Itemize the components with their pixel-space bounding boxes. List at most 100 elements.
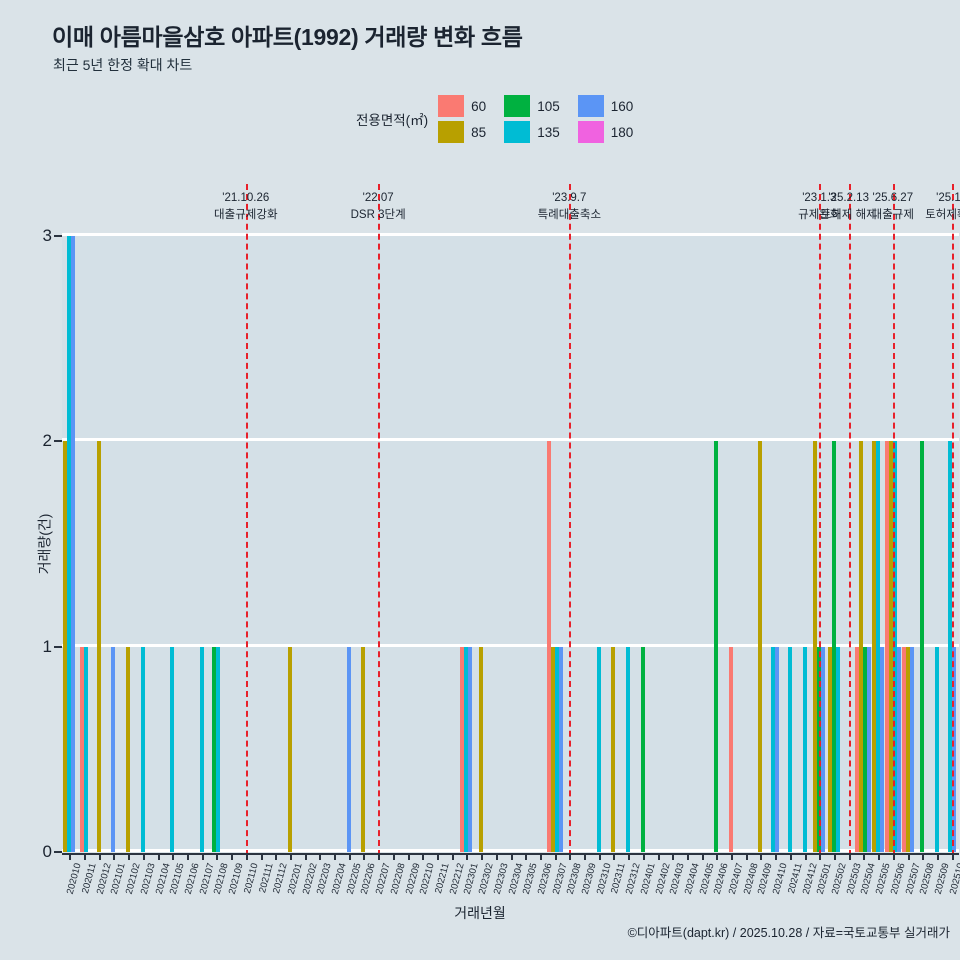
bar-202107-135[interactable] bbox=[199, 646, 204, 852]
bar-202205-160[interactable] bbox=[346, 646, 351, 852]
x-tick-mark-202406 bbox=[716, 853, 719, 860]
x-tick-mark-202312 bbox=[628, 853, 631, 860]
bar-202010-160[interactable] bbox=[71, 236, 76, 852]
event-annotation-4: '25.2.13 토허제 해제 bbox=[821, 190, 877, 223]
bar-202506-85[interactable] bbox=[888, 441, 893, 852]
bar-202502-105[interactable] bbox=[832, 441, 836, 852]
x-tick-mark-202402 bbox=[657, 853, 660, 860]
x-tick-mark-202211 bbox=[436, 853, 439, 860]
x-tick-mark-202304 bbox=[510, 853, 513, 860]
bar-202011-135[interactable] bbox=[84, 646, 89, 852]
bar-202312-135[interactable] bbox=[626, 646, 631, 852]
x-tick-mark-202201 bbox=[289, 853, 292, 860]
bar-202301-160[interactable] bbox=[468, 646, 473, 852]
bar-202406-105[interactable] bbox=[714, 441, 719, 852]
bar-202505-160[interactable] bbox=[880, 646, 885, 852]
legend-item-85[interactable]: 85 bbox=[438, 121, 486, 143]
x-tick-mark-202407 bbox=[731, 853, 734, 860]
event-date-3: '23.9.7 bbox=[552, 192, 587, 204]
x-tick-mark-202206 bbox=[363, 853, 366, 860]
legend-item-160[interactable]: 160 bbox=[577, 95, 633, 117]
bar-202307-160[interactable] bbox=[558, 646, 563, 852]
bar-202108-135[interactable] bbox=[216, 646, 221, 852]
x-tick-mark-202409 bbox=[760, 853, 763, 860]
bar-202010-85[interactable] bbox=[63, 441, 68, 852]
bar-202411-135[interactable] bbox=[787, 646, 792, 852]
bar-202307-85[interactable] bbox=[550, 646, 555, 852]
bar-202508-105[interactable] bbox=[920, 441, 925, 852]
bar-202505-135[interactable] bbox=[876, 441, 881, 852]
bar-202509-135[interactable] bbox=[934, 646, 939, 852]
bar-202311-85[interactable] bbox=[611, 646, 616, 852]
bar-202507-60[interactable] bbox=[901, 646, 906, 852]
bar-202505-85[interactable] bbox=[872, 441, 877, 852]
bar-202506-160[interactable] bbox=[896, 646, 901, 852]
event-annotation-6: '25.10 토허제확대 bbox=[925, 190, 960, 223]
bar-202101-160[interactable] bbox=[111, 646, 116, 852]
legend-label-135: 135 bbox=[537, 124, 560, 140]
bar-202502-135[interactable] bbox=[836, 646, 840, 852]
x-tick-mark-202411 bbox=[789, 853, 792, 860]
bar-202307-60[interactable] bbox=[546, 441, 551, 852]
legend-label-105: 105 bbox=[537, 98, 560, 114]
event-date-1: '22.07 bbox=[362, 192, 394, 204]
bar-202507-85[interactable] bbox=[905, 646, 910, 852]
x-tick-mark-202208 bbox=[392, 853, 395, 860]
event-line-4 bbox=[848, 184, 851, 856]
bar-202010-135[interactable] bbox=[67, 236, 72, 852]
x-tick-mark-202212 bbox=[451, 853, 454, 860]
bar-202012-85[interactable] bbox=[96, 441, 101, 852]
legend-item-135[interactable]: 135 bbox=[504, 121, 560, 143]
y-tick-label-2: 2 bbox=[42, 431, 52, 451]
bar-202409-85[interactable] bbox=[758, 441, 763, 852]
bar-202401-105[interactable] bbox=[640, 646, 645, 852]
bar-202410-135[interactable] bbox=[771, 646, 776, 852]
bar-202307-135[interactable] bbox=[554, 646, 559, 852]
bar-202504-85[interactable] bbox=[859, 441, 864, 852]
chart-title: 이매 아름마을삼호 아파트(1992) 거래량 변화 흐름 bbox=[52, 24, 523, 50]
legend-item-105[interactable]: 105 bbox=[504, 95, 560, 117]
bar-202501-160[interactable] bbox=[821, 646, 826, 852]
legend: 전용면적(㎡) 60 85 105 135 160 180 bbox=[356, 95, 633, 143]
event-text-6: 토허제확대 bbox=[925, 208, 960, 221]
bar-202105-135[interactable] bbox=[170, 646, 175, 852]
x-tick-mark-202310 bbox=[598, 853, 601, 860]
bar-202206-85[interactable] bbox=[361, 646, 366, 852]
x-tick-mark-202101 bbox=[113, 853, 116, 860]
bar-202108-105[interactable] bbox=[212, 646, 217, 852]
bar-202011-60[interactable] bbox=[80, 646, 85, 852]
event-date-5: '25.6.27 bbox=[872, 192, 914, 204]
bar-202102-85[interactable] bbox=[126, 646, 131, 852]
bar-202103-135[interactable] bbox=[140, 646, 145, 852]
bar-202502-85[interactable] bbox=[828, 646, 832, 852]
x-tick-mark-202508 bbox=[922, 853, 925, 860]
bar-202506-135[interactable] bbox=[892, 441, 897, 852]
bar-202510-135[interactable] bbox=[947, 441, 952, 852]
bar-202410-160[interactable] bbox=[775, 646, 780, 852]
bar-202507-160[interactable] bbox=[909, 646, 914, 852]
bar-202310-135[interactable] bbox=[596, 646, 601, 852]
x-tick-mark-202306 bbox=[539, 853, 542, 860]
x-tick-mark-202203 bbox=[319, 853, 322, 860]
bar-202504-105[interactable] bbox=[863, 646, 868, 852]
bar-202504-160[interactable] bbox=[867, 646, 872, 852]
bar-202510-160[interactable] bbox=[951, 646, 956, 852]
x-tick-mark-202405 bbox=[701, 853, 704, 860]
bar-202407-60[interactable] bbox=[729, 646, 734, 852]
bar-202506-60[interactable] bbox=[884, 441, 889, 852]
bar-202301-60[interactable] bbox=[460, 646, 465, 852]
bar-202302-85[interactable] bbox=[479, 646, 484, 852]
bar-202301-135[interactable] bbox=[464, 646, 469, 852]
bar-202504-60[interactable] bbox=[855, 646, 860, 852]
x-tick-mark-202507 bbox=[907, 853, 910, 860]
x-tick-mark-202103 bbox=[142, 853, 145, 860]
bar-202201-85[interactable] bbox=[287, 646, 292, 852]
bar-202412-135[interactable] bbox=[802, 646, 807, 852]
chart-subtitle: 최근 5년 한정 확대 차트 bbox=[53, 57, 193, 73]
legend-label-85: 85 bbox=[471, 124, 487, 140]
legend-item-60[interactable]: 60 bbox=[438, 95, 486, 117]
bar-202501-85[interactable] bbox=[813, 441, 818, 852]
x-tick-mark-202301 bbox=[466, 853, 469, 860]
gridline-y-1 bbox=[62, 643, 959, 647]
legend-item-180[interactable]: 180 bbox=[577, 121, 633, 143]
